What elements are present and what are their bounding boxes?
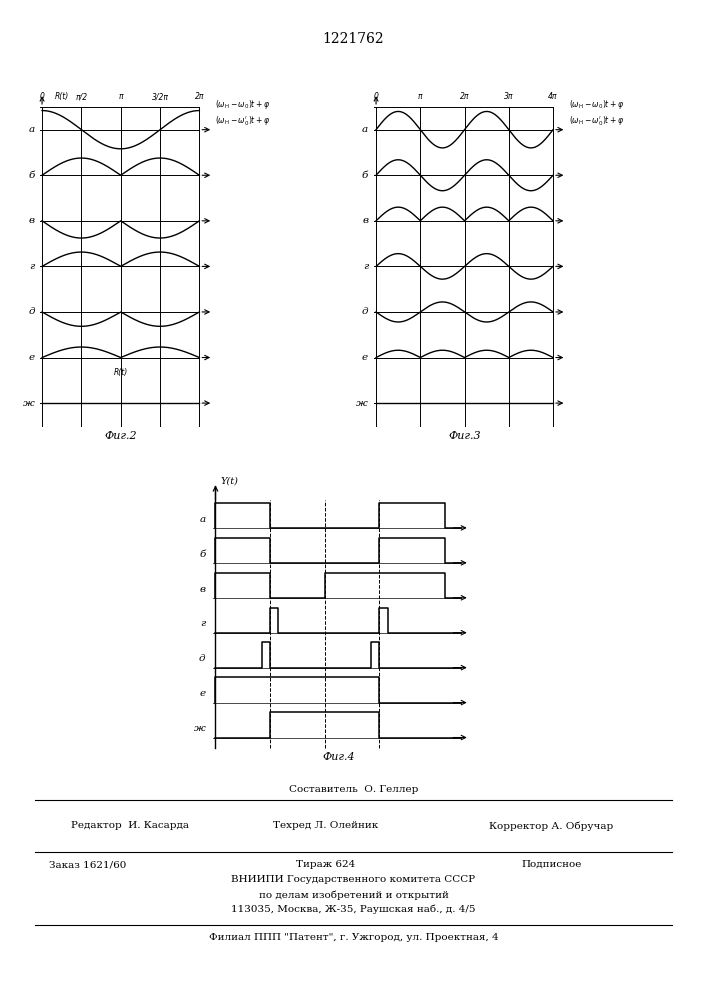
Text: Фиг.2: Фиг.2 <box>105 431 137 441</box>
Text: в: в <box>199 585 206 594</box>
Text: б: б <box>28 171 35 180</box>
Text: Корректор А. Обручар: Корректор А. Обручар <box>489 821 614 831</box>
Text: ж: ж <box>23 399 35 408</box>
Text: Фиг.4: Фиг.4 <box>322 752 355 762</box>
Text: г: г <box>363 262 368 271</box>
Text: б: б <box>199 550 206 559</box>
Text: $(\omega_{\rm H}-\omega_0^\prime)t+\varphi$: $(\omega_{\rm H}-\omega_0^\prime)t+\varp… <box>568 115 624 128</box>
Text: д: д <box>28 307 35 316</box>
Text: 2π: 2π <box>460 92 469 101</box>
Text: е: е <box>362 353 368 362</box>
Text: Подписное: Подписное <box>521 860 582 869</box>
Text: г: г <box>30 262 35 271</box>
Text: 0: 0 <box>40 92 45 101</box>
Text: 3π: 3π <box>504 92 513 101</box>
Text: Тираж 624: Тираж 624 <box>296 860 355 869</box>
Text: ВНИИПИ Государственного комитета СССР: ВНИИПИ Государственного комитета СССР <box>231 875 476 884</box>
Text: в: в <box>362 216 368 225</box>
Text: д: д <box>361 307 368 316</box>
Text: д: д <box>199 654 206 663</box>
Text: Филиал ППП "Патент", г. Ужгород, ул. Проектная, 4: Филиал ППП "Патент", г. Ужгород, ул. Про… <box>209 933 498 942</box>
Text: Составитель  О. Геллер: Составитель О. Геллер <box>289 785 418 794</box>
Text: 1221762: 1221762 <box>322 32 385 46</box>
Text: $(\omega_{\rm H}-\omega_0^\prime)t+\varphi$: $(\omega_{\rm H}-\omega_0^\prime)t+\varp… <box>215 115 270 128</box>
Text: е: е <box>29 353 35 362</box>
Text: 4π: 4π <box>549 92 558 101</box>
Text: е: е <box>199 689 206 698</box>
Text: Фиг.3: Фиг.3 <box>448 431 481 441</box>
Text: а: а <box>29 125 35 134</box>
Text: R(t): R(t) <box>114 368 128 377</box>
Text: π: π <box>418 92 423 101</box>
Text: в: в <box>29 216 35 225</box>
Text: по делам изобретений и открытий: по делам изобретений и открытий <box>259 890 448 900</box>
Text: Y(t): Y(t) <box>221 476 239 485</box>
Text: $(\omega_{\rm H}-\omega_0)t+\varphi$: $(\omega_{\rm H}-\omega_0)t+\varphi$ <box>215 98 270 111</box>
Text: Заказ 1621/60: Заказ 1621/60 <box>49 860 127 869</box>
Text: R(t): R(t) <box>54 92 69 101</box>
Text: 113035, Москва, Ж-35, Раушская наб., д. 4/5: 113035, Москва, Ж-35, Раушская наб., д. … <box>231 905 476 914</box>
Text: 3/2π: 3/2π <box>151 92 168 101</box>
Text: 2π: 2π <box>194 92 204 101</box>
Text: ж: ж <box>356 399 368 408</box>
Text: 0: 0 <box>373 92 378 101</box>
Text: Редактор  И. Касарда: Редактор И. Касарда <box>71 822 189 830</box>
Text: б: б <box>362 171 368 180</box>
Text: Техред Л. Олейник: Техред Л. Олейник <box>273 822 378 830</box>
Text: $(\omega_{\rm H}-\omega_0)t+\varphi$: $(\omega_{\rm H}-\omega_0)t+\varphi$ <box>568 98 624 111</box>
Text: ж: ж <box>194 724 206 733</box>
Text: π: π <box>118 92 123 101</box>
Text: г: г <box>200 619 206 628</box>
Text: а: а <box>362 125 368 134</box>
Text: π/2: π/2 <box>76 92 88 101</box>
Text: а: а <box>199 515 206 524</box>
